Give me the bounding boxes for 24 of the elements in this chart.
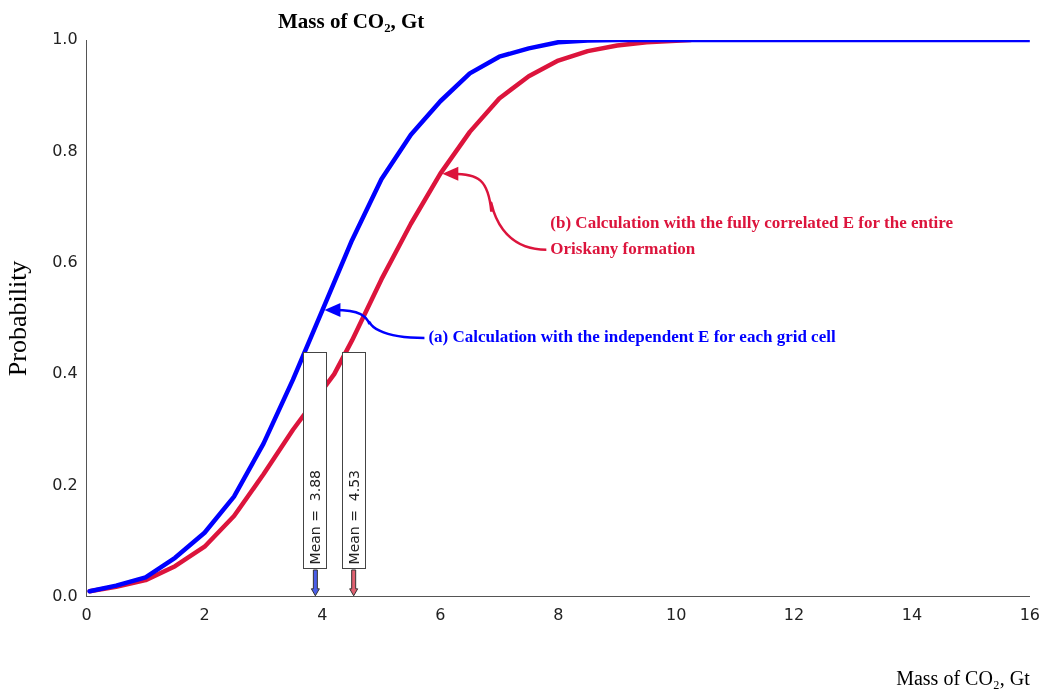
annotation: (a) Calculation with the independent E for each grid cell <box>428 327 836 347</box>
chart-title: Mass of CO₂, Gt <box>278 9 425 33</box>
y-tick-label: 0.4 <box>52 363 78 383</box>
y-tick-label: 0.6 <box>52 251 78 271</box>
ref-line-label: Mean = 3.88 <box>307 469 324 564</box>
y-tick-label: 0.2 <box>52 474 78 494</box>
y-tick-label: 1.0 <box>52 29 78 49</box>
x-tick-label: 12 <box>783 604 805 624</box>
y-tick-label: 0.8 <box>52 140 78 160</box>
y-tick-label: 0.0 <box>52 585 78 605</box>
ref-line-label: Mean = 4.53 <box>345 469 362 564</box>
x-tick-label: 8 <box>553 604 564 624</box>
x-tick-label: 2 <box>199 604 210 624</box>
x-tick-label: 4 <box>317 604 328 624</box>
x-tick-label: 6 <box>435 604 446 624</box>
annotation: (b) Calculation with the fully correlated E for the entire Oriskany formation <box>550 213 954 259</box>
x-tick-label: 0 <box>81 604 92 624</box>
x-tick-label: 14 <box>901 604 923 624</box>
x-tick-label: 16 <box>1019 604 1040 624</box>
callout-box: Mean = 3.88 <box>303 351 328 569</box>
x-axis-title: Mass of CO₂, Gt <box>896 667 1031 690</box>
callout-box: Mean = 4.53 <box>341 351 366 569</box>
y-axis-title: Probability <box>3 260 33 377</box>
x-tick-label: 10 <box>665 604 687 624</box>
